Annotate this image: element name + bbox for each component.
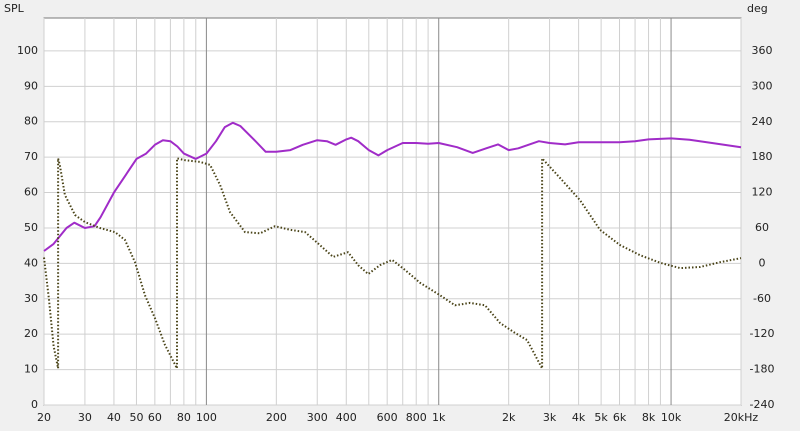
y-tick-label: 30 (24, 292, 38, 305)
x-tick-label: 60 (148, 411, 162, 424)
x-tick-label: 2k (502, 411, 516, 424)
x-tick-label: 8k (642, 411, 656, 424)
y2-tick-label: 60 (755, 221, 769, 234)
y-axis-title: SPL (4, 2, 25, 15)
x-tick-label: 3k (543, 411, 557, 424)
y2-tick-label: -180 (750, 363, 775, 376)
y-tick-label: 0 (31, 398, 38, 411)
y2-tick-label: 120 (752, 186, 773, 199)
y2-axis-title: deg (747, 2, 768, 15)
y2-tick-label: -60 (753, 292, 771, 305)
y-tick-label: 20 (24, 327, 38, 340)
y2-tick-label: -240 (750, 398, 775, 411)
y2-tick-label: 300 (752, 79, 773, 92)
series-line (43, 121, 742, 252)
y2-tick-label: 180 (752, 150, 773, 163)
x-tick-label: 100 (196, 411, 217, 424)
x-tick-label: 6k (613, 411, 627, 424)
x-tick-label: 10k (661, 411, 682, 424)
x-tick-label: 600 (377, 411, 398, 424)
x-tick-label: 40 (107, 411, 121, 424)
y2-tick-label: 360 (752, 44, 773, 57)
y-tick-label: 70 (24, 150, 38, 163)
y-tick-label: 10 (24, 363, 38, 376)
y2-tick-label: 0 (759, 256, 766, 269)
y-tick-label: 50 (24, 221, 38, 234)
x-tick-label: 200 (266, 411, 287, 424)
x-tick-label: 5k (594, 411, 608, 424)
x-tick-label: 1k (432, 411, 446, 424)
x-tick-label: 20 (37, 411, 51, 424)
x-tick-label: 800 (406, 411, 427, 424)
x-tick-label: 50 (129, 411, 143, 424)
y-tick-label: 100 (17, 44, 38, 57)
x-tick-label: 4k (572, 411, 586, 424)
x-tick-label: 20kHz (724, 411, 759, 424)
y-tick-label: 40 (24, 256, 38, 269)
x-tick-label: 300 (307, 411, 328, 424)
x-tick-label: 30 (78, 411, 92, 424)
y2-tick-label: 240 (752, 115, 773, 128)
x-tick-label: 400 (336, 411, 357, 424)
x-tick-label: 80 (177, 411, 191, 424)
y-tick-label: 60 (24, 186, 38, 199)
y-tick-label: 80 (24, 115, 38, 128)
y-tick-label: 90 (24, 79, 38, 92)
y2-tick-label: -120 (750, 327, 775, 340)
plot-area (43, 17, 742, 406)
